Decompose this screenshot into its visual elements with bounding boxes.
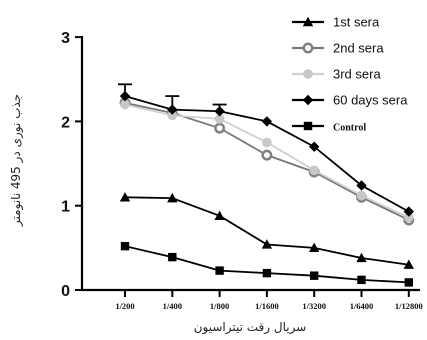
x-tick-label: 1/1600 bbox=[255, 301, 279, 311]
legend-entry: 1st sera bbox=[292, 15, 380, 30]
series-group bbox=[120, 241, 413, 287]
data-point bbox=[309, 242, 320, 253]
legend-entry: 3rd sera bbox=[292, 67, 381, 82]
data-point bbox=[215, 266, 224, 275]
data-point bbox=[356, 190, 367, 201]
legend-entry: 60 days sera bbox=[292, 93, 408, 108]
x-tick-label: 1/400 bbox=[163, 301, 182, 311]
x-tick-label: 1/12800 bbox=[395, 301, 423, 311]
data-point bbox=[214, 114, 225, 124]
legend-label: 60 days sera bbox=[333, 93, 408, 108]
data-point bbox=[404, 278, 413, 287]
data-point bbox=[167, 192, 178, 203]
data-point bbox=[119, 90, 131, 102]
legend-label: Control bbox=[333, 123, 366, 134]
y-tick-label: 1 bbox=[61, 199, 70, 216]
legend-entry: Control bbox=[292, 121, 366, 134]
legend-marker bbox=[303, 69, 313, 79]
series-group bbox=[120, 99, 414, 223]
data-point bbox=[309, 141, 320, 152]
data-point bbox=[167, 104, 178, 115]
data-point bbox=[214, 210, 225, 221]
data-point bbox=[403, 206, 414, 217]
legend-marker bbox=[302, 16, 314, 27]
data-point bbox=[310, 271, 319, 280]
data-point bbox=[357, 275, 366, 285]
x-tick-label: 1/3200 bbox=[302, 301, 326, 311]
data-point bbox=[262, 268, 272, 278]
series-group bbox=[118, 83, 414, 217]
y-tick-label: 2 bbox=[61, 114, 70, 131]
data-point bbox=[309, 165, 320, 176]
legend-marker bbox=[302, 94, 314, 106]
data-point bbox=[120, 241, 130, 251]
data-point bbox=[119, 192, 131, 202]
x-tick-label: 1/200 bbox=[115, 301, 134, 311]
data-point bbox=[214, 122, 226, 134]
data-point bbox=[404, 212, 414, 223]
legend-label: 1st sera bbox=[333, 15, 380, 30]
y-tick-label: 3 bbox=[61, 30, 70, 47]
series-group bbox=[119, 192, 414, 269]
chart-series-layer bbox=[118, 83, 415, 287]
legend-marker bbox=[302, 42, 314, 54]
x-axis-title: سریال رقت تیتراسیون bbox=[194, 320, 307, 335]
chart-axes: 0 1 2 3 1/200 1/400 1/800 1/1600 1/3200 1/6400 1/1… bbox=[61, 30, 423, 311]
x-tick-label: 1/800 bbox=[210, 301, 229, 311]
data-point bbox=[214, 106, 225, 117]
legend-label: 2nd sera bbox=[333, 41, 384, 56]
data-point bbox=[262, 137, 272, 148]
data-point bbox=[261, 239, 273, 249]
legend-label: 3rd sera bbox=[333, 67, 381, 82]
data-point bbox=[403, 259, 414, 269]
legend-entry: 2nd sera bbox=[292, 41, 384, 56]
x-tick-label: 1/6400 bbox=[350, 301, 374, 311]
data-point bbox=[261, 149, 273, 161]
data-point bbox=[167, 110, 178, 121]
y-tick-label: 0 bbox=[61, 283, 70, 300]
data-point bbox=[356, 180, 367, 191]
data-point bbox=[168, 252, 177, 262]
legend-marker bbox=[303, 121, 313, 131]
chart-legend: 1st sera 2nd sera 3rd sera 60 days sera Cont… bbox=[292, 15, 408, 134]
data-point bbox=[120, 99, 130, 110]
data-point bbox=[356, 252, 367, 263]
series-line bbox=[124, 196, 409, 266]
y-axis-title: جذب نوری در 495 نانومتر bbox=[9, 94, 24, 227]
data-point bbox=[261, 116, 273, 127]
